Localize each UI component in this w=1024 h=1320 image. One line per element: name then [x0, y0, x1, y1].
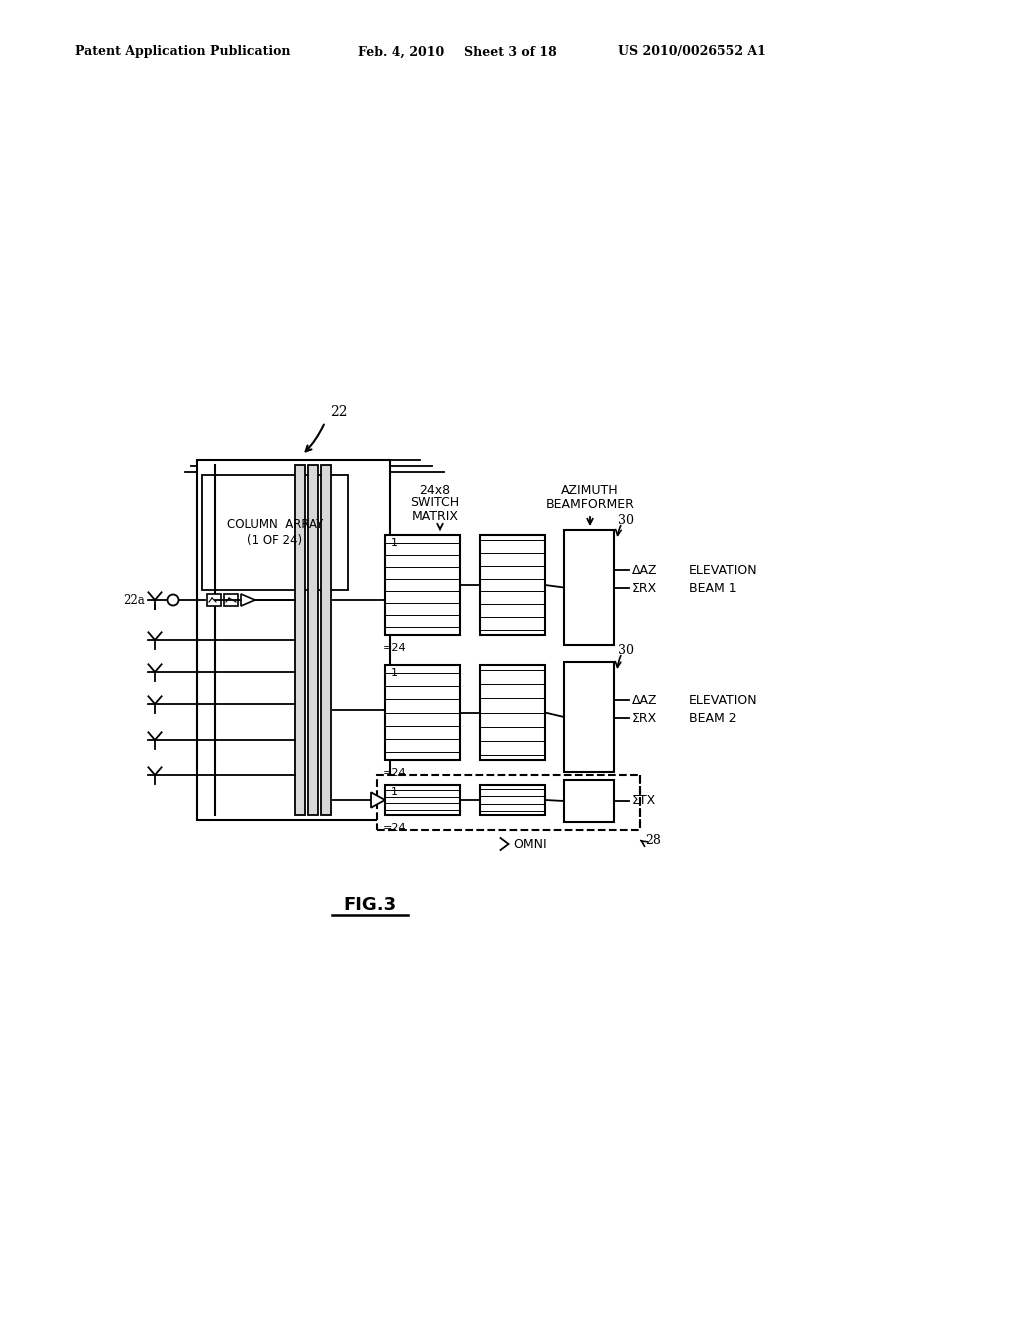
Text: =24: =24	[383, 768, 407, 777]
Text: ΣTX: ΣTX	[632, 795, 656, 808]
Bar	[480, 535, 545, 635]
Text: MATRIX: MATRIX	[412, 510, 459, 523]
Text: AZIMUTH: AZIMUTH	[561, 483, 618, 496]
Text: ΔAZ: ΔAZ	[632, 693, 657, 706]
Text: BEAM 2: BEAM 2	[689, 711, 736, 725]
Text: 22a: 22a	[123, 594, 145, 606]
Bar	[197, 459, 390, 820]
Text: 1: 1	[391, 787, 398, 797]
Bar	[385, 785, 460, 814]
Text: BEAMFORMER: BEAMFORMER	[546, 498, 635, 511]
Text: BEAM 1: BEAM 1	[689, 582, 736, 594]
Text: 30: 30	[618, 644, 634, 656]
Polygon shape	[371, 792, 385, 808]
Text: 24x8: 24x8	[420, 483, 451, 496]
Text: 30: 30	[618, 513, 634, 527]
Text: 28: 28	[645, 833, 660, 846]
Bar	[207, 594, 221, 606]
Text: ELEVATION: ELEVATION	[689, 693, 758, 706]
Text: =24: =24	[383, 822, 407, 833]
Text: FIG.3: FIG.3	[343, 896, 396, 913]
Bar	[295, 465, 305, 814]
Text: ELEVATION: ELEVATION	[689, 564, 758, 577]
Bar	[564, 780, 614, 822]
Text: ΔAZ: ΔAZ	[632, 564, 657, 577]
Bar	[224, 594, 238, 606]
Bar	[385, 665, 460, 760]
Text: COLUMN  ARRAY: COLUMN ARRAY	[227, 517, 324, 531]
Bar	[480, 785, 545, 814]
Bar	[564, 663, 614, 772]
Bar	[321, 465, 331, 814]
Text: 1: 1	[391, 668, 398, 678]
Text: ΣRX: ΣRX	[632, 711, 657, 725]
Bar	[564, 531, 614, 645]
Text: =24: =24	[383, 643, 407, 653]
Text: ΣRX: ΣRX	[632, 582, 657, 594]
Bar	[480, 665, 545, 760]
Bar	[308, 465, 318, 814]
Text: Sheet 3 of 18: Sheet 3 of 18	[464, 45, 557, 58]
Bar	[202, 475, 348, 590]
Text: Patent Application Publication: Patent Application Publication	[75, 45, 291, 58]
Bar	[385, 535, 460, 635]
Text: US 2010/0026552 A1: US 2010/0026552 A1	[618, 45, 766, 58]
Polygon shape	[241, 594, 255, 606]
Text: SWITCH: SWITCH	[411, 496, 460, 510]
Text: 22: 22	[330, 405, 347, 418]
Text: 1: 1	[391, 539, 398, 548]
Text: Feb. 4, 2010: Feb. 4, 2010	[358, 45, 444, 58]
Bar	[377, 775, 640, 830]
Text: OMNI: OMNI	[513, 837, 547, 850]
Text: (1 OF 24): (1 OF 24)	[248, 535, 302, 546]
